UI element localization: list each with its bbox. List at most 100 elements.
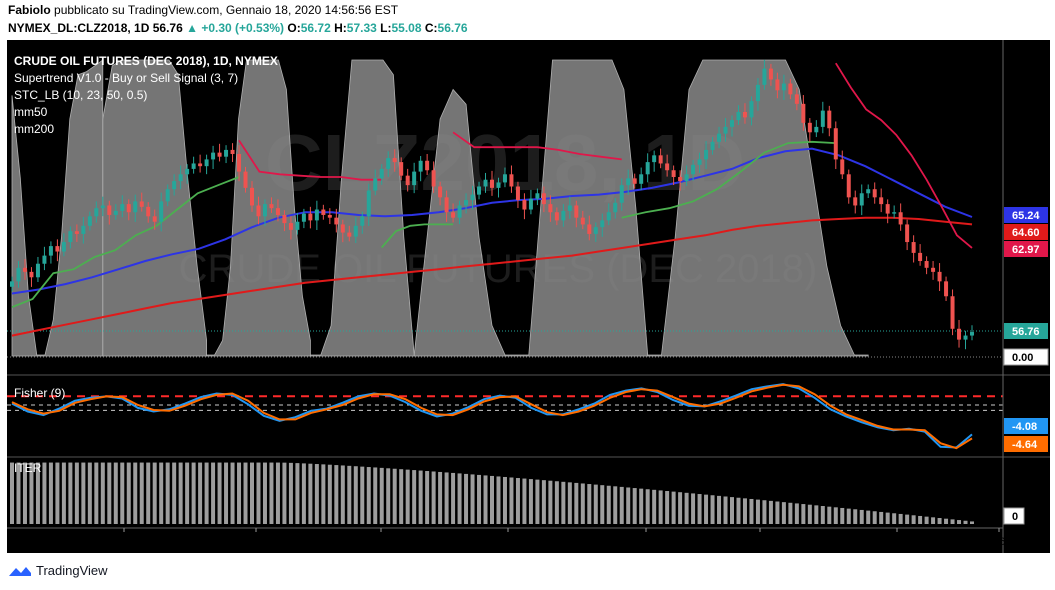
iter-bar bbox=[191, 462, 196, 524]
iter-bar bbox=[827, 506, 832, 524]
candle-body bbox=[126, 204, 131, 213]
candle-body bbox=[859, 193, 864, 206]
candle-body bbox=[392, 158, 397, 163]
price-label: 65.24 bbox=[1012, 210, 1040, 222]
footer-brand: TradingView bbox=[36, 563, 108, 578]
candle-body bbox=[74, 231, 79, 234]
iter-bar bbox=[632, 488, 637, 524]
candle-body bbox=[243, 171, 248, 188]
candle-body bbox=[931, 267, 936, 272]
iter-bar bbox=[970, 521, 974, 524]
candle-body bbox=[567, 205, 572, 211]
iter-bar bbox=[580, 483, 585, 524]
close-value: 56.76 bbox=[437, 21, 468, 35]
candle-body bbox=[639, 174, 644, 184]
candle-body bbox=[477, 186, 482, 195]
price-tick-label: 70.00 bbox=[1012, 148, 1040, 160]
iter-bar bbox=[399, 469, 404, 524]
legend: CRUDE OIL FUTURES (DEC 2018), 1D, NYMEX S… bbox=[14, 54, 278, 136]
candle-body bbox=[405, 175, 410, 186]
iter-bar bbox=[567, 482, 572, 524]
candle-body bbox=[742, 111, 747, 118]
iter-bar bbox=[807, 504, 812, 524]
iter-bar bbox=[600, 485, 605, 524]
time-tick-label: 26 bbox=[993, 536, 1005, 548]
iter-bar bbox=[911, 515, 916, 524]
iter-bar bbox=[730, 497, 734, 524]
stc-hump-1 bbox=[102, 59, 207, 357]
iter-bar bbox=[801, 504, 806, 524]
candle-body bbox=[347, 232, 352, 237]
iter-bar bbox=[502, 476, 507, 524]
iter-bar bbox=[528, 479, 533, 524]
candle-body bbox=[55, 246, 60, 252]
iter-bar bbox=[905, 514, 910, 524]
iter-bar bbox=[120, 462, 125, 524]
iter-bar bbox=[522, 478, 527, 524]
candle-body bbox=[892, 212, 897, 214]
candle-body bbox=[275, 208, 280, 215]
iter-bar bbox=[755, 499, 760, 524]
candle-body bbox=[159, 201, 164, 222]
candle-body bbox=[794, 94, 799, 104]
legend-indicator: Supertrend V1.0 - Buy or Sell Signal (3,… bbox=[14, 71, 238, 85]
price-label: 56.76 bbox=[1012, 326, 1040, 338]
iter-bar bbox=[736, 497, 741, 524]
time-tick-label: Giu bbox=[247, 536, 264, 548]
last-price: 56.76 bbox=[152, 21, 183, 35]
candle-body bbox=[10, 281, 14, 287]
iter-bar bbox=[113, 462, 118, 524]
footer[interactable]: TradingView bbox=[8, 563, 108, 578]
iter-bar bbox=[879, 511, 884, 524]
legend-indicator: mm200 bbox=[14, 122, 54, 136]
candle-body bbox=[918, 252, 923, 262]
iter-bar bbox=[327, 464, 332, 524]
candle-body bbox=[905, 224, 910, 243]
iter-bar bbox=[35, 462, 40, 524]
iter-bar bbox=[321, 464, 326, 524]
iter-bar bbox=[178, 462, 183, 524]
candle-body bbox=[807, 122, 812, 133]
candle-body bbox=[613, 202, 618, 213]
candle-body bbox=[48, 246, 53, 256]
iter-bar bbox=[820, 506, 825, 524]
iter-bar bbox=[639, 488, 644, 524]
candle-body bbox=[366, 190, 371, 217]
candle-body bbox=[509, 174, 514, 187]
candle-body bbox=[755, 84, 760, 102]
iter-bar bbox=[561, 481, 566, 524]
candle-body bbox=[444, 197, 449, 213]
candle-body bbox=[133, 201, 138, 213]
iter-bar bbox=[606, 485, 611, 524]
price-label-bg bbox=[1004, 349, 1048, 365]
iter-bar bbox=[859, 509, 864, 524]
iter-bar bbox=[541, 480, 546, 524]
iter-bar bbox=[723, 496, 728, 524]
price-tick-label: 60.00 bbox=[1012, 283, 1040, 295]
iter-bar bbox=[230, 462, 235, 524]
iter-bar bbox=[548, 480, 553, 524]
candle-body bbox=[379, 168, 384, 179]
candle-body bbox=[282, 214, 287, 224]
candle-body bbox=[626, 178, 631, 186]
price-label-bg bbox=[1004, 207, 1048, 223]
iter-bar bbox=[535, 479, 540, 524]
symbol-line: NYMEX_DL:CLZ2018, 1D 56.76 ▲ +0.30 (+0.5… bbox=[8, 21, 468, 35]
iter-bar bbox=[405, 469, 410, 524]
iter-bar bbox=[308, 463, 313, 524]
iter-bar bbox=[788, 502, 793, 524]
candle-body bbox=[561, 210, 566, 221]
fisher-pane[interactable]: Fisher (9) bbox=[7, 383, 1003, 450]
iter-bar bbox=[781, 502, 786, 524]
iter-bar bbox=[418, 470, 423, 524]
iter-bar bbox=[340, 465, 345, 524]
candle-body bbox=[113, 210, 118, 215]
iter-bar bbox=[671, 491, 676, 524]
volume-pane[interactable]: ITER bbox=[10, 461, 974, 524]
candle-body bbox=[412, 171, 417, 186]
candle-body bbox=[574, 205, 579, 218]
iter-bar bbox=[16, 462, 21, 524]
iter-bar bbox=[483, 475, 488, 524]
